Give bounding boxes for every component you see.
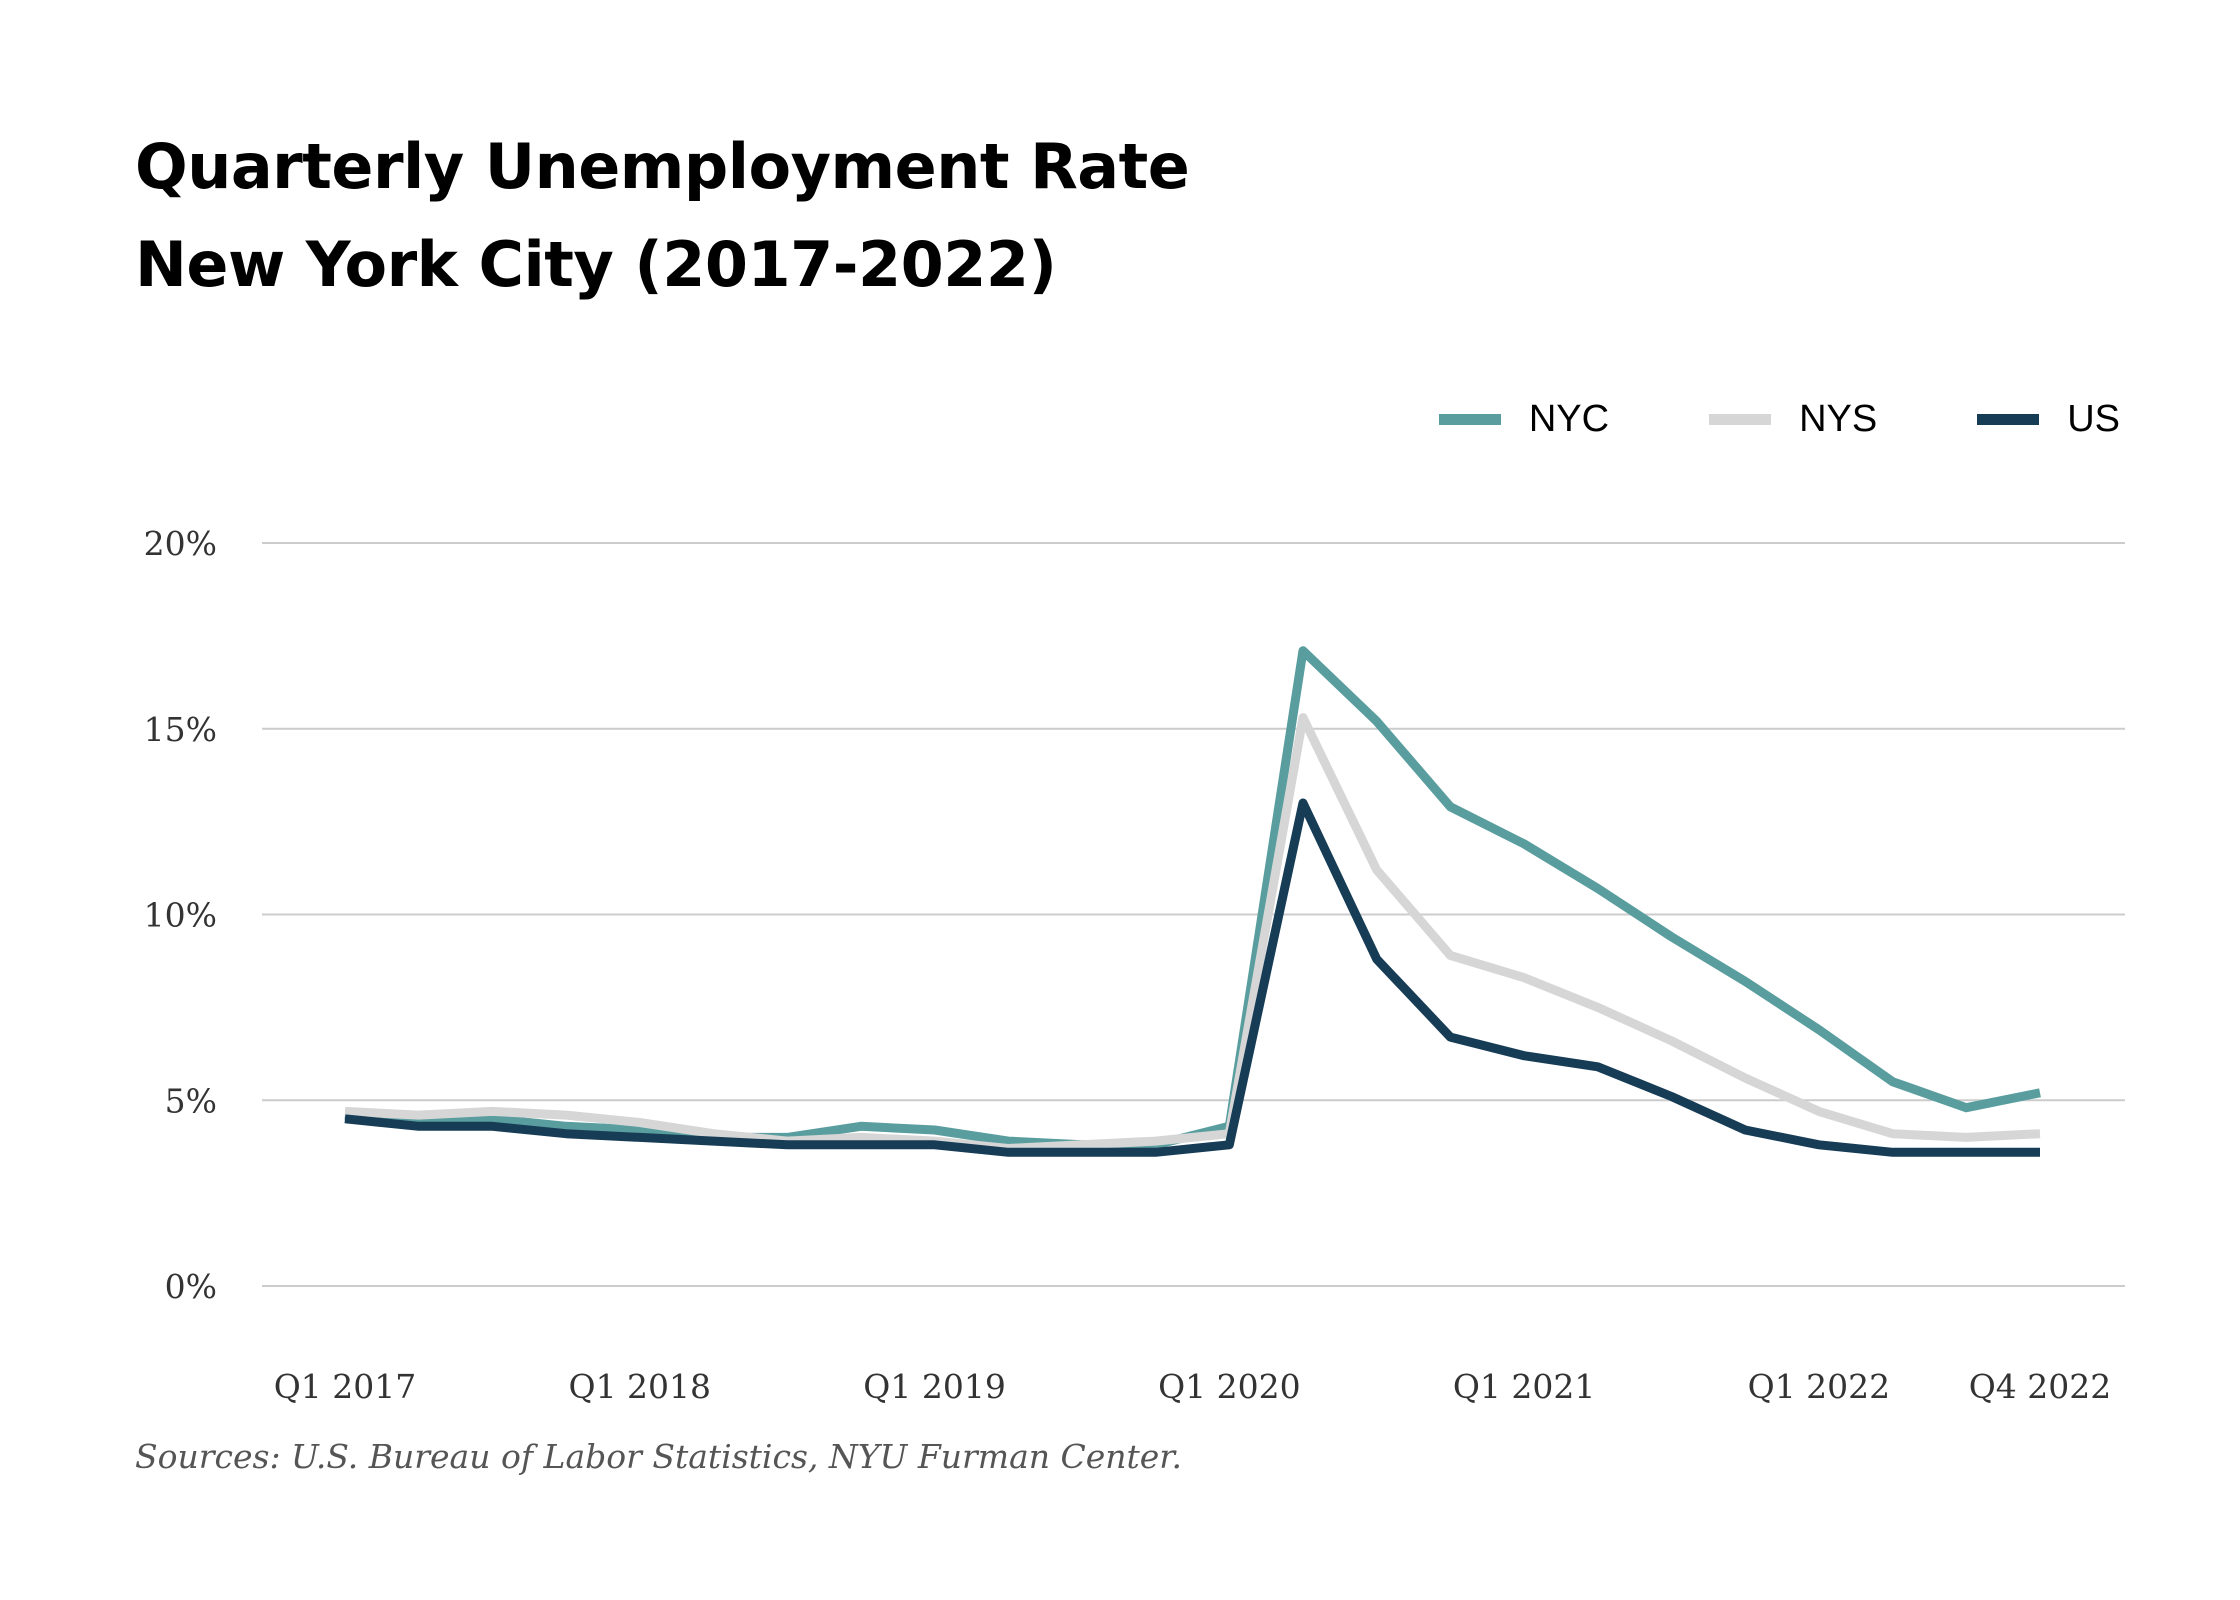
legend-swatch-nys <box>1709 414 1772 425</box>
y-axis-ticks: 0% 5% 10% 15% 20% <box>144 524 217 1306</box>
x-tick-label: Q1 2020 <box>1158 1367 1301 1406</box>
legend-swatch-us <box>1977 414 2040 425</box>
chart-title: Quarterly Unemployment Rate New York Cit… <box>135 118 1190 314</box>
x-tick-label: Q1 2017 <box>274 1367 417 1406</box>
chart-title-line-2: New York City (2017-2022) <box>135 228 1057 301</box>
y-tick-label: 20% <box>144 524 217 563</box>
legend-label-nyc: NYC <box>1528 398 1610 440</box>
chart-legend: NYC NYS US <box>1339 398 2120 441</box>
x-tick-label: Q1 2022 <box>1748 1367 1891 1406</box>
chart-title-line-1: Quarterly Unemployment Rate <box>135 130 1190 203</box>
x-axis-ticks: Q1 2017 Q1 2018 Q1 2019 Q1 2020 Q1 2021 Q1 20… <box>274 1367 2112 1406</box>
legend-item-nys: NYS <box>1709 398 1877 441</box>
source-note: Sources: U.S. Bureau of Labor Statistics… <box>135 1437 1182 1476</box>
series-lines <box>344 646 2041 1157</box>
legend-swatch-nyc <box>1438 414 1501 425</box>
legend-label-nys: NYS <box>1799 398 1878 440</box>
y-tick-label: 5% <box>165 1081 217 1120</box>
legend-item-us: US <box>1977 398 2120 441</box>
x-tick-label: Q4 2022 <box>1969 1367 2112 1406</box>
y-tick-label: 0% <box>165 1267 217 1306</box>
x-tick-label: Q1 2018 <box>569 1367 712 1406</box>
legend-label-us: US <box>2067 398 2120 440</box>
y-tick-label: 15% <box>144 710 217 749</box>
y-tick-label: 10% <box>144 896 217 935</box>
series-line-nys <box>344 713 2041 1153</box>
series-line-nyc <box>344 646 2041 1150</box>
series-line-us <box>344 798 2040 1157</box>
gridlines <box>262 542 2125 1287</box>
x-tick-label: Q1 2019 <box>863 1367 1006 1406</box>
legend-item-nyc: NYC <box>1438 398 1610 441</box>
x-tick-label: Q1 2021 <box>1453 1367 1596 1406</box>
